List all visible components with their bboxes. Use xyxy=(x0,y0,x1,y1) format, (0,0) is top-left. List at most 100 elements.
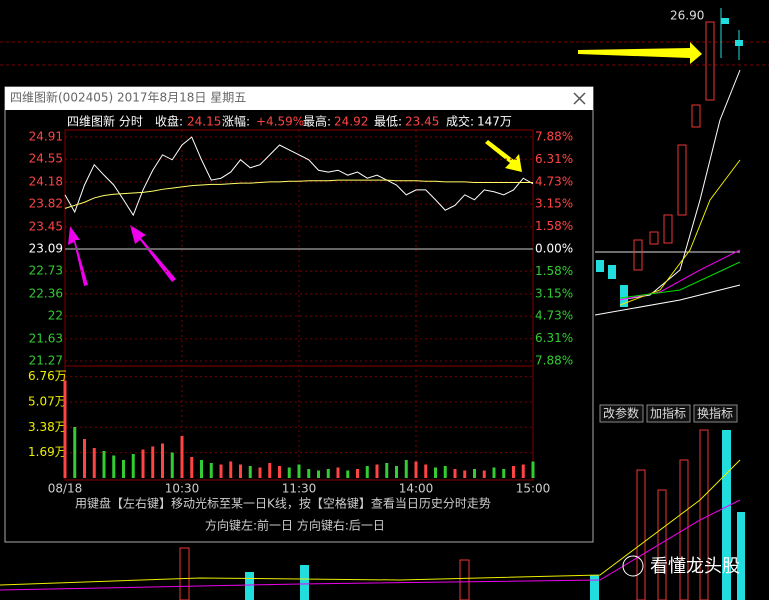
info-text: 最低: xyxy=(374,115,402,129)
annotation-arrow xyxy=(485,140,522,172)
volume-bar xyxy=(92,448,96,478)
info-text: 涨幅: xyxy=(222,114,250,129)
y2-tick-label: 1.58% xyxy=(535,219,573,233)
annotation-arrow xyxy=(130,225,176,282)
volume-bar xyxy=(141,449,145,478)
volume-bar xyxy=(131,454,135,478)
volume-bar xyxy=(239,464,242,478)
volume-bar xyxy=(73,427,77,478)
info-text: 成交: xyxy=(446,114,474,129)
volume-bar xyxy=(307,469,311,478)
volume-bar xyxy=(180,436,184,478)
volume-bar xyxy=(531,461,535,478)
info-text: 四维图新 分时 xyxy=(67,114,143,129)
y-tick-label: 22.36 xyxy=(29,286,63,300)
y2-tick-label: 3.15% xyxy=(535,286,573,300)
volume-bar xyxy=(278,466,281,478)
info-text: 最高: xyxy=(303,114,331,129)
volume-bar xyxy=(365,466,369,478)
footer-text: 用键盘【左右键】移动光标至某一日K线，按【空格键】查看当日历史分时走势 xyxy=(75,496,491,511)
footer-text: 方向键左:前一日 方向键右:后一日 xyxy=(205,518,385,533)
y-tick-label: 24.91 xyxy=(29,130,63,144)
info-text: 收盘: xyxy=(155,114,183,129)
y2-tick-label: 4.73% xyxy=(535,309,573,323)
volume-bar xyxy=(463,470,467,478)
y2-tick-label: 0.00% xyxy=(535,242,573,256)
volume-bar xyxy=(200,460,203,478)
volume-bar xyxy=(248,466,252,478)
volume-bar xyxy=(268,463,272,478)
volume-bar xyxy=(170,452,174,478)
buttons: 改参数 加指标 换指标 xyxy=(599,404,738,423)
volume-bar xyxy=(434,467,437,478)
button[interactable] xyxy=(599,404,644,423)
y-tick-label: 22 xyxy=(48,309,63,323)
button[interactable] xyxy=(693,404,738,423)
button-label[interactable]: 换指标 xyxy=(697,406,733,421)
info-text: 24.92 xyxy=(334,115,368,129)
volume-bar xyxy=(492,467,496,478)
volume-bar xyxy=(346,470,350,478)
y2-tick-label: 6.31% xyxy=(535,152,573,166)
button[interactable] xyxy=(646,404,691,423)
volume-bar xyxy=(482,470,486,478)
y-tick-label: 23.09 xyxy=(29,242,63,256)
info-text: 24.15 xyxy=(187,115,221,129)
volume-bar xyxy=(375,464,379,478)
y2-tick-label: 7.88% xyxy=(535,130,573,144)
annotation-arrow xyxy=(578,42,702,64)
volume-bar xyxy=(122,460,125,478)
volume-bar xyxy=(414,461,418,478)
volume-tick-label: 1.69万 xyxy=(28,445,67,459)
volume-tick-label: 5.07万 xyxy=(28,394,67,408)
annotation-arrow xyxy=(68,226,88,286)
window-title: 四维图新(002405) 2017年8月18日 星期五 xyxy=(10,90,246,105)
volume-bar xyxy=(190,457,194,478)
volume-bar xyxy=(385,463,389,478)
y2-tick-label: 4.73% xyxy=(535,174,573,188)
x-tick-label: 14:00 xyxy=(399,482,434,496)
volume-bar xyxy=(161,443,164,478)
volume-bar xyxy=(512,466,515,478)
info-text: 23.45 xyxy=(405,115,439,129)
volume-bar xyxy=(502,469,506,478)
volume-bar xyxy=(473,469,476,478)
close-icon xyxy=(573,92,586,105)
y-tick-label: 23.45 xyxy=(29,219,63,233)
x-tick-label: 15:00 xyxy=(516,482,551,496)
volume-bar xyxy=(443,466,447,478)
volume-bar xyxy=(326,469,330,478)
watermark: 看懂龙头股 xyxy=(650,556,740,577)
volume-bar xyxy=(395,466,398,478)
volume-tick-label: 6.76万 xyxy=(28,369,67,383)
volume-bar xyxy=(356,469,359,478)
volume-bar xyxy=(63,380,67,478)
volume-bar xyxy=(102,451,106,478)
y2-tick-label: 3.15% xyxy=(535,197,573,211)
x-tick-label: 10:30 xyxy=(165,482,200,496)
volume-bar xyxy=(287,467,291,478)
volume-tick-label: 3.38万 xyxy=(28,420,67,434)
average-line xyxy=(64,179,533,209)
x-tick-label: 08/18 xyxy=(48,482,83,496)
y-tick-label: 24.18 xyxy=(29,174,63,188)
y2-tick-label: 7.88% xyxy=(535,354,573,368)
volume-bar xyxy=(83,439,86,478)
button-label[interactable]: 改参数 xyxy=(603,406,639,421)
volume-bar xyxy=(297,464,301,478)
volume-bar xyxy=(112,455,116,478)
volume-bar xyxy=(258,467,262,478)
y-tick-label: 21.27 xyxy=(29,354,63,368)
y-tick-label: 23.82 xyxy=(29,197,63,211)
volume-bar xyxy=(521,464,525,478)
volume-bar xyxy=(317,470,320,478)
high-label: 26.90 xyxy=(670,9,704,23)
button-label[interactable]: 加指标 xyxy=(650,406,686,421)
watermark-icon xyxy=(622,555,644,577)
volume-bar xyxy=(424,464,428,478)
y2-tick-label: 1.58% xyxy=(535,264,573,278)
background-chart xyxy=(0,8,769,600)
volume-bar xyxy=(151,446,155,478)
